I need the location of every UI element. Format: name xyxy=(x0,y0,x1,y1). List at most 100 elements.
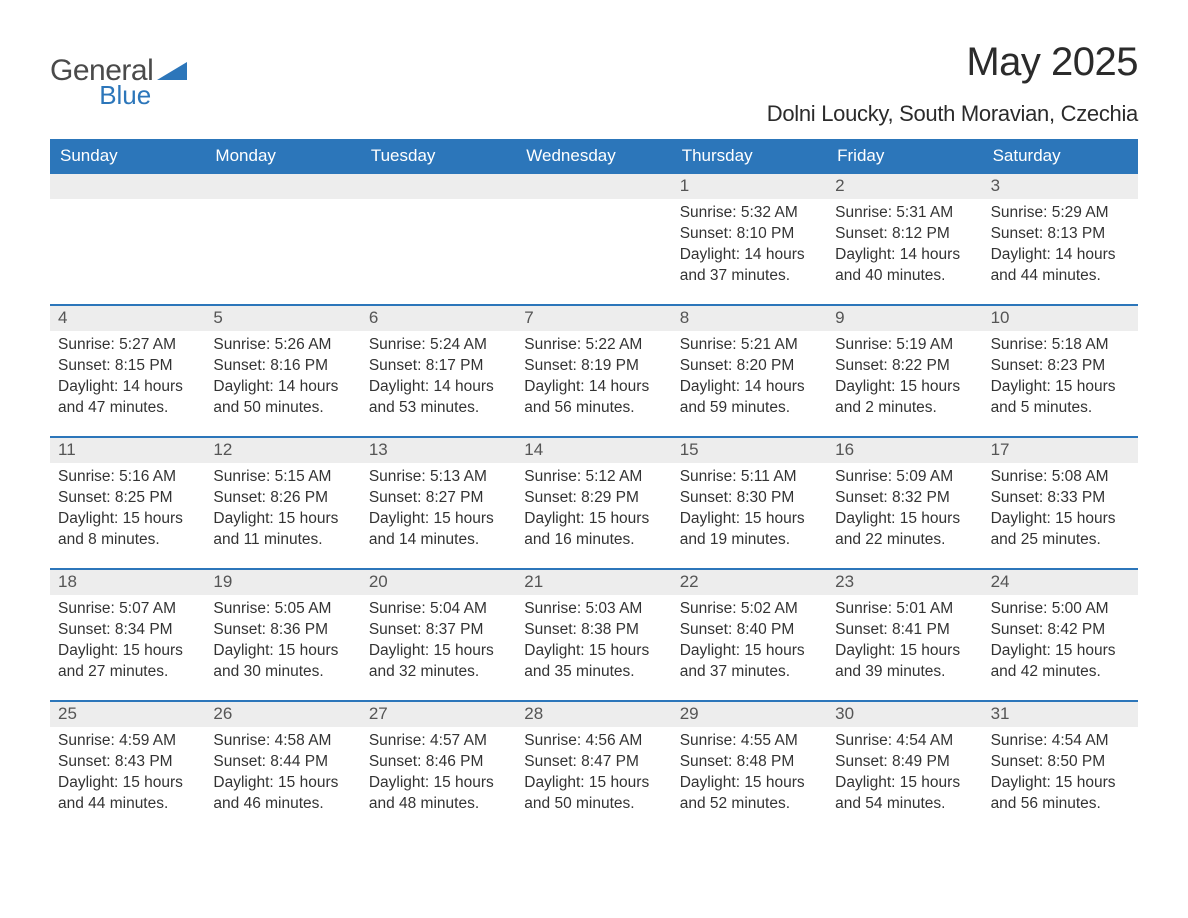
weekday-thursday: Thursday xyxy=(672,139,827,174)
day-number: 29 xyxy=(680,704,699,723)
daylight-line: Daylight: 15 hours and 2 minutes. xyxy=(835,377,974,419)
day-number-bar: 16 xyxy=(827,438,982,463)
day-number: 3 xyxy=(991,176,1000,195)
weekday-saturday: Saturday xyxy=(983,139,1138,174)
day-body: Sunrise: 5:18 AMSunset: 8:23 PMDaylight:… xyxy=(983,331,1138,427)
day-number-bar: 26 xyxy=(205,702,360,727)
sunrise-line: Sunrise: 4:54 AM xyxy=(835,731,974,752)
daylight-line: Daylight: 15 hours and 37 minutes. xyxy=(680,641,819,683)
sunrise-line: Sunrise: 5:19 AM xyxy=(835,335,974,356)
sunset-line: Sunset: 8:46 PM xyxy=(369,752,508,773)
sunset-line: Sunset: 8:20 PM xyxy=(680,356,819,377)
sunrise-line: Sunrise: 5:22 AM xyxy=(524,335,663,356)
sunset-line: Sunset: 8:12 PM xyxy=(835,224,974,245)
day-cell: 6Sunrise: 5:24 AMSunset: 8:17 PMDaylight… xyxy=(361,306,516,436)
day-number-bar: 10 xyxy=(983,306,1138,331)
sunset-line: Sunset: 8:16 PM xyxy=(213,356,352,377)
sunset-line: Sunset: 8:25 PM xyxy=(58,488,197,509)
day-cell: 25Sunrise: 4:59 AMSunset: 8:43 PMDayligh… xyxy=(50,702,205,832)
sunrise-line: Sunrise: 5:29 AM xyxy=(991,203,1130,224)
daylight-line: Daylight: 14 hours and 44 minutes. xyxy=(991,245,1130,287)
day-cell: 7Sunrise: 5:22 AMSunset: 8:19 PMDaylight… xyxy=(516,306,671,436)
sunrise-line: Sunrise: 5:12 AM xyxy=(524,467,663,488)
day-cell: . xyxy=(516,174,671,304)
sunset-line: Sunset: 8:15 PM xyxy=(58,356,197,377)
sunrise-line: Sunrise: 4:56 AM xyxy=(524,731,663,752)
day-body: Sunrise: 5:24 AMSunset: 8:17 PMDaylight:… xyxy=(361,331,516,427)
day-number-bar: 14 xyxy=(516,438,671,463)
day-body: Sunrise: 5:02 AMSunset: 8:40 PMDaylight:… xyxy=(672,595,827,691)
day-number: 1 xyxy=(680,176,689,195)
sunset-line: Sunset: 8:13 PM xyxy=(991,224,1130,245)
day-number: 14 xyxy=(524,440,543,459)
sunrise-line: Sunrise: 5:04 AM xyxy=(369,599,508,620)
sunrise-line: Sunrise: 5:21 AM xyxy=(680,335,819,356)
day-body: Sunrise: 4:58 AMSunset: 8:44 PMDaylight:… xyxy=(205,727,360,823)
day-number-bar: 3 xyxy=(983,174,1138,199)
sunset-line: Sunset: 8:10 PM xyxy=(680,224,819,245)
day-body: Sunrise: 5:19 AMSunset: 8:22 PMDaylight:… xyxy=(827,331,982,427)
day-cell: 20Sunrise: 5:04 AMSunset: 8:37 PMDayligh… xyxy=(361,570,516,700)
day-number: 17 xyxy=(991,440,1010,459)
day-number-bar: 27 xyxy=(361,702,516,727)
day-number-bar: 31 xyxy=(983,702,1138,727)
sunrise-line: Sunrise: 4:54 AM xyxy=(991,731,1130,752)
weekday-friday: Friday xyxy=(827,139,982,174)
day-body: Sunrise: 4:54 AMSunset: 8:49 PMDaylight:… xyxy=(827,727,982,823)
day-cell: 10Sunrise: 5:18 AMSunset: 8:23 PMDayligh… xyxy=(983,306,1138,436)
sunrise-line: Sunrise: 5:01 AM xyxy=(835,599,974,620)
day-cell: 24Sunrise: 5:00 AMSunset: 8:42 PMDayligh… xyxy=(983,570,1138,700)
day-body: Sunrise: 5:05 AMSunset: 8:36 PMDaylight:… xyxy=(205,595,360,691)
sunrise-line: Sunrise: 5:13 AM xyxy=(369,467,508,488)
day-cell: 4Sunrise: 5:27 AMSunset: 8:15 PMDaylight… xyxy=(50,306,205,436)
day-number-bar: 22 xyxy=(672,570,827,595)
day-body: Sunrise: 5:11 AMSunset: 8:30 PMDaylight:… xyxy=(672,463,827,559)
day-number-bar: 30 xyxy=(827,702,982,727)
day-number-bar: 29 xyxy=(672,702,827,727)
daylight-line: Daylight: 14 hours and 50 minutes. xyxy=(213,377,352,419)
sunrise-line: Sunrise: 4:55 AM xyxy=(680,731,819,752)
day-body: Sunrise: 5:21 AMSunset: 8:20 PMDaylight:… xyxy=(672,331,827,427)
day-number-bar: 17 xyxy=(983,438,1138,463)
sunset-line: Sunset: 8:50 PM xyxy=(991,752,1130,773)
sunrise-line: Sunrise: 5:09 AM xyxy=(835,467,974,488)
day-number-bar: 18 xyxy=(50,570,205,595)
day-body xyxy=(50,199,205,211)
daylight-line: Daylight: 14 hours and 56 minutes. xyxy=(524,377,663,419)
daylight-line: Daylight: 15 hours and 32 minutes. xyxy=(369,641,508,683)
brand-logo: General Blue xyxy=(50,56,187,108)
day-cell: 12Sunrise: 5:15 AMSunset: 8:26 PMDayligh… xyxy=(205,438,360,568)
day-number: 2 xyxy=(835,176,844,195)
sunset-line: Sunset: 8:44 PM xyxy=(213,752,352,773)
day-body: Sunrise: 4:56 AMSunset: 8:47 PMDaylight:… xyxy=(516,727,671,823)
daylight-line: Daylight: 14 hours and 59 minutes. xyxy=(680,377,819,419)
sunrise-line: Sunrise: 5:11 AM xyxy=(680,467,819,488)
sunset-line: Sunset: 8:38 PM xyxy=(524,620,663,641)
weekday-tuesday: Tuesday xyxy=(361,139,516,174)
day-cell: 27Sunrise: 4:57 AMSunset: 8:46 PMDayligh… xyxy=(361,702,516,832)
daylight-line: Daylight: 15 hours and 50 minutes. xyxy=(524,773,663,815)
week-row: 11Sunrise: 5:16 AMSunset: 8:25 PMDayligh… xyxy=(50,436,1138,568)
day-cell: . xyxy=(205,174,360,304)
day-number: 21 xyxy=(524,572,543,591)
page-title: May 2025 xyxy=(767,40,1138,85)
week-row: 4Sunrise: 5:27 AMSunset: 8:15 PMDaylight… xyxy=(50,304,1138,436)
daylight-line: Daylight: 15 hours and 8 minutes. xyxy=(58,509,197,551)
day-cell: 18Sunrise: 5:07 AMSunset: 8:34 PMDayligh… xyxy=(50,570,205,700)
sunrise-line: Sunrise: 5:00 AM xyxy=(991,599,1130,620)
daylight-line: Daylight: 15 hours and 52 minutes. xyxy=(680,773,819,815)
day-body: Sunrise: 5:08 AMSunset: 8:33 PMDaylight:… xyxy=(983,463,1138,559)
day-cell: 16Sunrise: 5:09 AMSunset: 8:32 PMDayligh… xyxy=(827,438,982,568)
day-number-bar: 13 xyxy=(361,438,516,463)
day-cell: 15Sunrise: 5:11 AMSunset: 8:30 PMDayligh… xyxy=(672,438,827,568)
sunset-line: Sunset: 8:29 PM xyxy=(524,488,663,509)
day-cell: . xyxy=(50,174,205,304)
calendar: SundayMondayTuesdayWednesdayThursdayFrid… xyxy=(50,139,1138,832)
day-number: 7 xyxy=(524,308,533,327)
weekday-sunday: Sunday xyxy=(50,139,205,174)
day-body: Sunrise: 5:04 AMSunset: 8:37 PMDaylight:… xyxy=(361,595,516,691)
daylight-line: Daylight: 15 hours and 11 minutes. xyxy=(213,509,352,551)
daylight-line: Daylight: 15 hours and 48 minutes. xyxy=(369,773,508,815)
day-cell: . xyxy=(361,174,516,304)
day-cell: 9Sunrise: 5:19 AMSunset: 8:22 PMDaylight… xyxy=(827,306,982,436)
